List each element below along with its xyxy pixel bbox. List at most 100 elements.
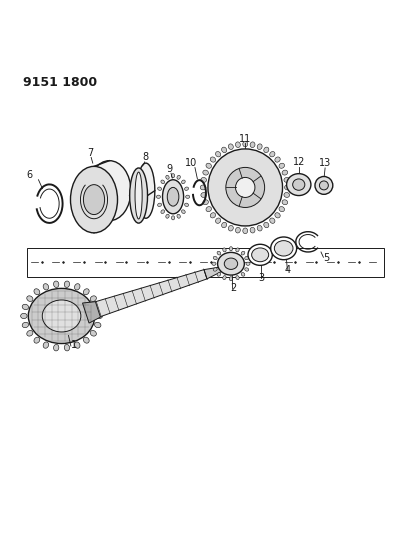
Ellipse shape: [166, 175, 169, 179]
Ellipse shape: [74, 284, 80, 290]
Ellipse shape: [161, 180, 164, 184]
Ellipse shape: [185, 187, 189, 190]
Ellipse shape: [213, 256, 217, 260]
Ellipse shape: [279, 207, 284, 212]
Ellipse shape: [28, 288, 95, 344]
Ellipse shape: [177, 175, 180, 179]
Ellipse shape: [83, 337, 89, 343]
Ellipse shape: [248, 244, 272, 265]
Ellipse shape: [201, 177, 207, 182]
Ellipse shape: [210, 157, 216, 162]
Ellipse shape: [229, 277, 233, 281]
Ellipse shape: [229, 247, 233, 251]
Ellipse shape: [223, 248, 226, 252]
Text: 9: 9: [166, 164, 172, 174]
Ellipse shape: [185, 203, 189, 206]
Ellipse shape: [203, 170, 208, 175]
Ellipse shape: [284, 185, 290, 190]
Ellipse shape: [284, 192, 290, 197]
Ellipse shape: [257, 144, 262, 149]
Ellipse shape: [22, 304, 29, 310]
Ellipse shape: [34, 289, 40, 295]
Ellipse shape: [186, 195, 190, 198]
Ellipse shape: [22, 322, 29, 328]
Ellipse shape: [208, 149, 282, 226]
Ellipse shape: [243, 141, 248, 147]
Ellipse shape: [171, 216, 175, 220]
Ellipse shape: [90, 330, 96, 336]
Ellipse shape: [43, 284, 48, 290]
Ellipse shape: [217, 253, 245, 275]
Circle shape: [315, 176, 333, 195]
Ellipse shape: [96, 313, 102, 319]
Ellipse shape: [53, 344, 59, 351]
Ellipse shape: [236, 177, 255, 197]
Ellipse shape: [203, 200, 208, 205]
Ellipse shape: [217, 272, 221, 276]
Ellipse shape: [27, 330, 33, 336]
Ellipse shape: [270, 151, 275, 157]
Ellipse shape: [286, 174, 311, 196]
Ellipse shape: [246, 262, 250, 265]
Ellipse shape: [229, 225, 233, 231]
Ellipse shape: [236, 228, 240, 233]
Ellipse shape: [236, 248, 239, 252]
Bar: [27, 248, 384, 277]
Ellipse shape: [264, 222, 269, 228]
Text: 3: 3: [258, 273, 264, 283]
Ellipse shape: [293, 179, 305, 190]
Text: 7: 7: [87, 148, 93, 158]
Ellipse shape: [83, 184, 104, 215]
Text: 6: 6: [26, 170, 32, 180]
Ellipse shape: [212, 262, 216, 265]
Ellipse shape: [241, 272, 245, 276]
Ellipse shape: [42, 300, 81, 332]
Ellipse shape: [88, 160, 131, 221]
Ellipse shape: [201, 192, 207, 197]
Ellipse shape: [275, 213, 280, 218]
Ellipse shape: [245, 268, 249, 271]
Ellipse shape: [223, 276, 226, 280]
Ellipse shape: [270, 218, 275, 223]
Ellipse shape: [64, 344, 69, 351]
Ellipse shape: [215, 218, 221, 223]
Ellipse shape: [206, 163, 211, 168]
Ellipse shape: [137, 163, 155, 218]
Ellipse shape: [21, 313, 27, 319]
Ellipse shape: [171, 174, 175, 177]
Ellipse shape: [200, 185, 206, 190]
Ellipse shape: [282, 170, 288, 175]
Ellipse shape: [229, 144, 233, 149]
Ellipse shape: [167, 188, 179, 206]
Ellipse shape: [257, 225, 262, 231]
Ellipse shape: [241, 251, 245, 255]
Ellipse shape: [222, 222, 227, 228]
Ellipse shape: [275, 240, 293, 256]
Ellipse shape: [226, 167, 265, 207]
Ellipse shape: [236, 276, 239, 280]
Ellipse shape: [162, 180, 184, 214]
Ellipse shape: [182, 210, 185, 214]
Ellipse shape: [177, 214, 180, 218]
Polygon shape: [83, 302, 100, 323]
Ellipse shape: [95, 304, 101, 310]
Ellipse shape: [182, 180, 185, 184]
Ellipse shape: [282, 200, 288, 205]
Ellipse shape: [224, 258, 238, 269]
Text: 1: 1: [71, 341, 77, 350]
Text: 5: 5: [323, 253, 329, 263]
Ellipse shape: [71, 166, 118, 233]
Ellipse shape: [215, 151, 221, 157]
Text: 10: 10: [185, 158, 197, 168]
Text: 9151 1800: 9151 1800: [23, 76, 97, 89]
Ellipse shape: [210, 213, 216, 218]
Ellipse shape: [157, 195, 161, 198]
Text: 4: 4: [285, 265, 291, 274]
Ellipse shape: [27, 296, 33, 302]
Ellipse shape: [157, 187, 162, 190]
Polygon shape: [87, 270, 207, 320]
Ellipse shape: [166, 214, 169, 218]
Ellipse shape: [252, 248, 269, 262]
Text: 2: 2: [230, 284, 236, 293]
Ellipse shape: [217, 251, 221, 255]
